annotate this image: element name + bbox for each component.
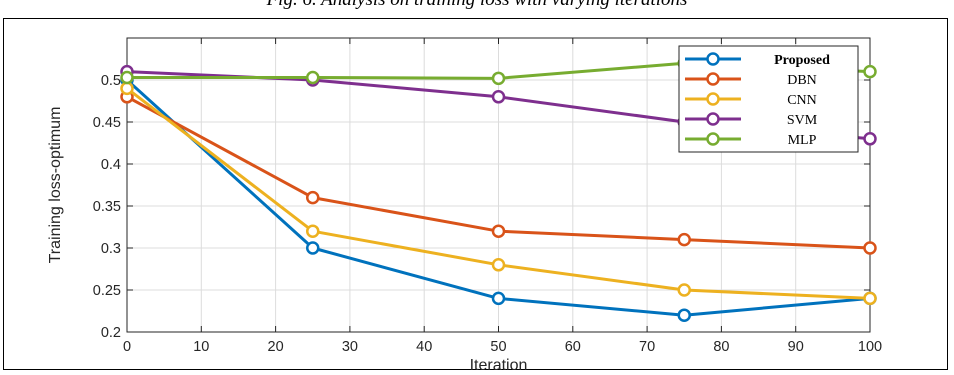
legend-label: MLP — [788, 133, 817, 148]
legend-item-svm: SVM — [685, 112, 818, 128]
data-point-cnn — [491, 258, 506, 272]
x-tick-label: 50 — [490, 339, 506, 355]
legend-label: SVM — [787, 113, 818, 128]
legend: Proposed DBN CNN SVM MLP — [678, 45, 859, 153]
y-tick-label: 0.2 — [101, 325, 121, 341]
caption-text: Fig. 6. Analysis on training loss with v… — [0, 0, 954, 11]
x-tick-label: 80 — [713, 339, 729, 355]
series-cnn — [120, 81, 877, 306]
x-tick-label: 20 — [268, 339, 284, 355]
legend-swatch-marker — [706, 132, 720, 146]
y-axis-title: Training loss-optimum — [47, 107, 64, 264]
x-tick-label: 90 — [788, 339, 804, 355]
x-tick-label: 30 — [342, 339, 358, 355]
data-point-mlp — [306, 70, 320, 85]
x-tick-label: 40 — [416, 339, 432, 355]
legend-label: DBN — [787, 73, 817, 88]
data-point-cnn — [677, 283, 691, 297]
y-tick-label: 0.45 — [93, 115, 121, 131]
data-point-dbn — [491, 224, 506, 238]
data-point-proposed — [677, 308, 691, 322]
data-point-dbn — [863, 241, 877, 255]
data-point-cnn — [120, 81, 134, 96]
data-point-mlp — [120, 70, 134, 85]
legend-item-mlp: MLP — [685, 132, 817, 148]
data-point-svm — [863, 132, 877, 146]
figure-caption-fragment: Fig. 6. Analysis on training loss with v… — [0, 0, 954, 14]
data-point-cnn — [863, 291, 877, 306]
legend-label: Proposed — [774, 53, 830, 68]
data-point-cnn — [306, 224, 320, 238]
data-point-mlp — [863, 64, 877, 79]
y-tick-label: 0.35 — [93, 199, 121, 215]
legend-label: CNN — [787, 93, 817, 108]
data-point-svm — [491, 90, 506, 104]
x-tick-label: 60 — [565, 339, 581, 355]
data-point-proposed — [306, 241, 320, 255]
data-point-dbn — [306, 190, 320, 205]
axis-ticks: 0 10 20 30 40 50 60 70 80 90 100 0.2 0.25 0.3 0.35 0.4 0… — [93, 38, 882, 355]
x-tick-label: 10 — [193, 339, 209, 355]
figure-frame — [3, 18, 948, 370]
x-tick-label: 0 — [123, 339, 131, 355]
x-tick-label: 100 — [858, 339, 882, 355]
legend-item-proposed: Proposed — [685, 52, 830, 68]
y-tick-label: 0.5 — [101, 73, 121, 89]
x-axis-title: Iteration — [470, 357, 528, 374]
data-point-dbn — [677, 232, 691, 247]
legend-item-cnn: CNN — [685, 92, 817, 108]
data-point-mlp — [491, 71, 506, 86]
y-tick-label: 0.4 — [101, 157, 121, 173]
legend-swatch-marker — [706, 72, 720, 86]
y-tick-label: 0.3 — [101, 241, 121, 257]
legend-swatch-marker — [706, 112, 720, 126]
legend-item-dbn: DBN — [685, 72, 817, 88]
x-tick-label: 70 — [639, 339, 655, 355]
legend-swatch-marker — [706, 92, 720, 106]
y-tick-label: 0.25 — [93, 283, 121, 299]
data-point-proposed — [491, 291, 506, 306]
legend-swatch-marker — [706, 52, 720, 66]
